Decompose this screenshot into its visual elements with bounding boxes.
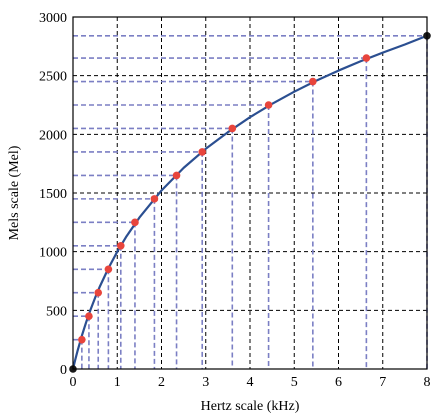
data-point-marker	[198, 148, 207, 156]
mel-curve-line	[71, 34, 428, 370]
plot-frame	[72, 16, 428, 370]
data-point-marker	[264, 101, 273, 109]
data-point-marker	[228, 124, 237, 133]
x-tick-label: 3	[202, 375, 209, 390]
x-tick-label: 6	[335, 375, 342, 390]
data-point-marker	[150, 195, 159, 203]
data-point-marker	[309, 77, 317, 86]
y-tick-label: 1000	[39, 246, 67, 261]
y-tick-label: 2500	[39, 70, 67, 85]
tick-labels-layer: 0 1 2 3 4 5 6 7 8 0 500 1000 1500 2000 2500 3000	[39, 11, 431, 390]
data-point-marker	[94, 288, 103, 297]
x-tick-label: 4	[247, 375, 254, 390]
x-tick-label: 8	[424, 375, 431, 390]
guide-lines-layer	[73, 34, 428, 369]
x-tick-label: 1	[114, 375, 121, 390]
data-point-marker	[131, 218, 139, 227]
x-tick-label: 5	[291, 375, 298, 390]
marker-layer	[69, 31, 431, 373]
curve-layer	[71, 34, 428, 370]
x-tick-label: 2	[158, 375, 165, 390]
y-tick-label: 2000	[39, 128, 67, 143]
data-point-marker	[362, 54, 371, 62]
data-point-marker	[172, 171, 181, 180]
x-tick-label: 7	[379, 375, 386, 390]
y-axis-title: Mels scale (Mel)	[7, 145, 22, 240]
data-point-marker	[78, 335, 86, 344]
data-point-marker	[85, 312, 93, 321]
data-point-marker	[104, 265, 113, 274]
data-point-marker	[116, 242, 125, 250]
y-tick-label: 1500	[39, 187, 67, 202]
y-tick-label: 0	[60, 363, 67, 378]
x-tick-label: 0	[70, 375, 77, 390]
grid-layer	[72, 16, 428, 370]
x-axis-title: Hertz scale (kHz)	[201, 399, 300, 414]
y-tick-label: 3000	[39, 11, 67, 26]
y-tick-label: 500	[46, 304, 67, 319]
